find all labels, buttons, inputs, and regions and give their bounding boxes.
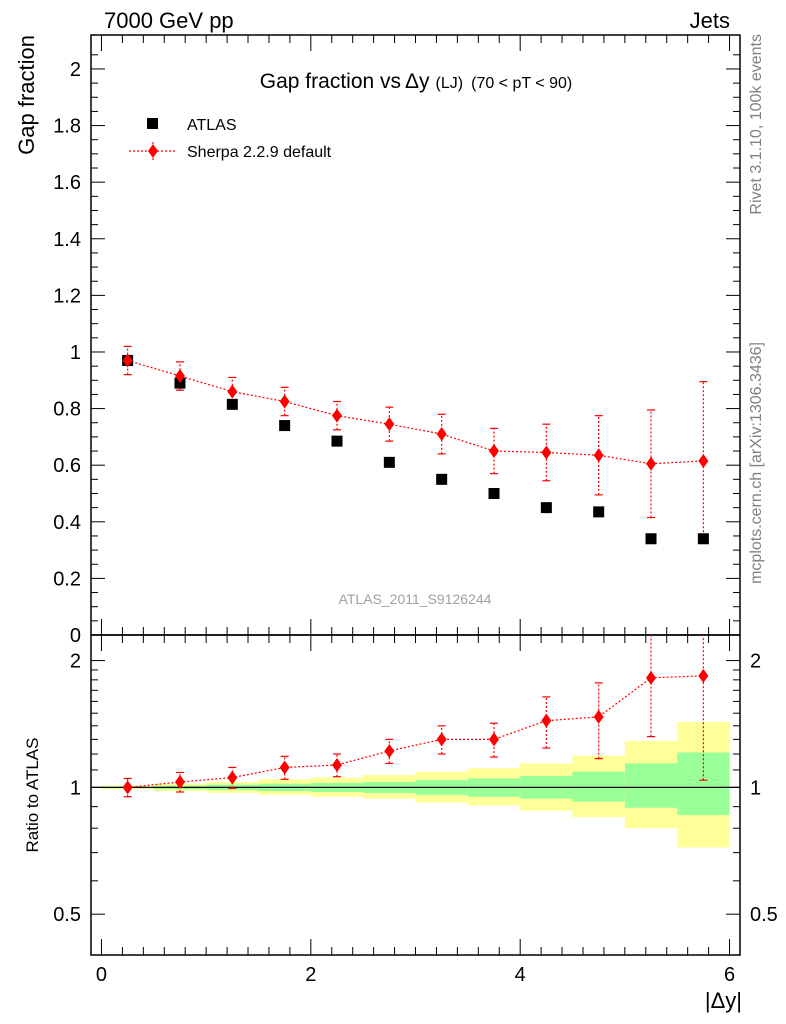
ratio-xtick-label-3: 6 <box>724 964 735 986</box>
main-ytick-label-9: 1.8 <box>53 116 81 138</box>
title-range: (70 < pT < 90) <box>471 75 572 92</box>
band-inner-bin-9 <box>572 771 625 802</box>
sherpa-ratio-point-10 <box>646 670 657 685</box>
sherpa-main-point-8 <box>541 445 552 460</box>
atlas-point-4 <box>331 435 343 447</box>
ratio-xtick-label-0: 0 <box>96 964 107 986</box>
sherpa-ratio-point-9 <box>593 709 604 724</box>
atlas-point-11 <box>697 533 709 545</box>
ratio-ytick-label-2: 2 <box>70 651 81 673</box>
sherpa-main-point-1 <box>174 369 185 384</box>
main-ytick-label-7: 1.4 <box>53 229 81 251</box>
legend-marker-atlas <box>147 118 158 129</box>
ratio-bands <box>91 721 740 848</box>
atlas-point-3 <box>279 420 291 432</box>
sherpa-ratio-point-6 <box>436 732 447 747</box>
sherpa-ratio-point-0 <box>122 780 133 795</box>
sherpa-main-point-7 <box>489 444 500 459</box>
sherpa-main-point-9 <box>593 448 604 463</box>
sherpa-main-point-4 <box>331 408 342 423</box>
sherpa-ratio-point-2 <box>227 770 238 785</box>
atlas-point-5 <box>383 456 395 468</box>
atlas-point-2 <box>226 398 238 410</box>
atlas-point-10 <box>645 533 657 545</box>
ratio-xtick-label-1: 2 <box>305 964 316 986</box>
main-ytick-label-5: 1 <box>70 342 81 364</box>
header-left: 7000 GeV pp <box>104 8 234 33</box>
sherpa-main-point-11 <box>698 453 709 468</box>
sherpa-main-point-6 <box>436 427 447 442</box>
atlas-point-9 <box>593 506 605 518</box>
main-ytick-label-4: 0.8 <box>53 399 81 421</box>
main-ytick-label-10: 2 <box>70 59 81 81</box>
ratio-ytick-label-right-0: 0.5 <box>750 904 778 926</box>
data-marks <box>122 345 709 798</box>
sherpa-main-point-5 <box>384 417 395 432</box>
sherpa-main-point-10 <box>646 456 657 471</box>
main-ylabel: Gap fraction <box>14 35 39 155</box>
main-ytick-label-1: 0.2 <box>53 568 81 590</box>
main-ytick-label-3: 0.6 <box>53 455 81 477</box>
ratio-ytick-label-right-1: 1 <box>750 777 761 799</box>
sherpa-ratio-point-4 <box>331 758 342 773</box>
sherpa-ratio-point-7 <box>489 732 500 747</box>
ratio-ytick-label-1: 1 <box>70 777 81 799</box>
watermark: ATLAS_2011_S9126244 <box>339 591 492 607</box>
main-ytick-label-6: 1.2 <box>53 285 81 307</box>
axis-ticks: 0 0.2 0.4 0.6 0.8 1 1.2 1.4 1.6 1.8 2 0 2 4 6 0.5 0.5 1 1 2… <box>53 35 778 986</box>
title-sub: (LJ) <box>436 75 464 92</box>
sherpa-ratio-line <box>127 675 704 788</box>
legend: ATLAS Sherpa 2.2.9 default <box>129 117 332 161</box>
sherpa-main-point-2 <box>227 384 238 399</box>
legend-marker-sherpa <box>148 144 158 158</box>
side-label-upper: Rivet 3.1.10, 100k events <box>748 34 765 215</box>
sherpa-ratio-point-1 <box>174 774 185 789</box>
sherpa-main-point-3 <box>279 394 290 409</box>
main-ytick-label-2: 0.4 <box>53 512 81 534</box>
main-ytick-label-0: 0 <box>70 625 81 647</box>
legend-label-sherpa: Sherpa 2.2.9 default <box>187 144 332 161</box>
ratio-xtick-label-2: 4 <box>515 964 526 986</box>
title-delta: Δy <box>405 70 430 93</box>
ratio-ylabel: Ratio to ATLAS <box>23 738 42 853</box>
sherpa-main-point-0 <box>122 353 133 368</box>
sherpa-ratio-point-11 <box>698 668 709 683</box>
atlas-point-8 <box>540 502 552 514</box>
atlas-point-1 <box>174 377 186 389</box>
band-inner-bin-10 <box>624 763 678 808</box>
sherpa-ratio-point-5 <box>384 743 395 758</box>
atlas-point-7 <box>488 487 500 499</box>
main-ytick-label-8: 1.6 <box>53 172 81 194</box>
header-right: Jets <box>690 8 730 33</box>
title-main: Gap fraction vs <box>260 70 401 93</box>
sherpa-ratio-point-8 <box>541 713 552 728</box>
sherpa-ratio-point-3 <box>279 760 290 775</box>
sherpa-main-line <box>127 359 704 465</box>
side-label-lower: mcplots.cern.ch [arXiv:1306.3436] <box>748 342 765 584</box>
legend-label-atlas: ATLAS <box>187 117 237 134</box>
band-inner-bin-11 <box>677 752 730 815</box>
ratio-ytick-label-0: 0.5 <box>53 904 81 926</box>
ratio-ytick-label-right-2: 2 <box>750 651 761 673</box>
atlas-point-6 <box>436 473 448 485</box>
ratio-xlabel: |Δy| <box>705 988 742 1013</box>
main-title: Gap fraction vs Δy (LJ) (70 < pT < 90) <box>260 70 572 93</box>
